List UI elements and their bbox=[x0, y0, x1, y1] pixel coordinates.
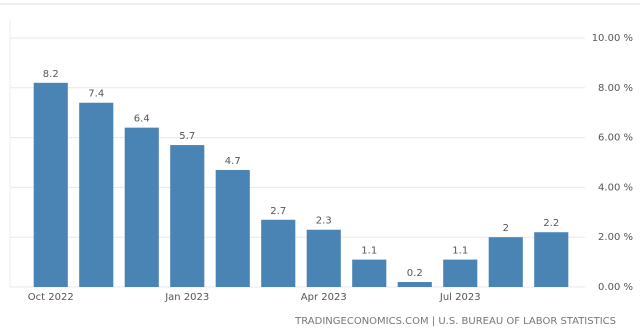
bar bbox=[488, 237, 523, 287]
data-label: 2.2 bbox=[543, 218, 559, 229]
bar bbox=[397, 282, 432, 287]
y-tick-label: 4.00 % bbox=[598, 182, 633, 193]
bar bbox=[261, 219, 296, 287]
x-tick-label: Oct 2022 bbox=[28, 292, 74, 303]
y-tick-label: 6.00 % bbox=[598, 133, 633, 144]
y-tick-label: 2.00 % bbox=[598, 232, 633, 243]
x-tick-label: Apr 2023 bbox=[301, 292, 347, 303]
bar bbox=[124, 127, 159, 287]
bar bbox=[352, 259, 387, 287]
bar bbox=[79, 102, 114, 288]
data-label: 2 bbox=[503, 223, 509, 234]
data-label: 2.3 bbox=[316, 216, 332, 227]
data-label: 8.2 bbox=[43, 69, 59, 80]
data-label: 0.2 bbox=[407, 268, 423, 279]
y-tick-label: 8.00 % bbox=[598, 83, 633, 94]
bar bbox=[170, 145, 205, 287]
data-label: 6.4 bbox=[134, 114, 150, 125]
y-tick-label: 10.00 % bbox=[592, 33, 633, 44]
bar bbox=[534, 232, 569, 287]
data-label: 1.1 bbox=[361, 246, 377, 257]
bar bbox=[306, 229, 341, 287]
bar bbox=[215, 169, 250, 287]
x-tick-label: Jan 2023 bbox=[164, 292, 209, 303]
data-label: 5.7 bbox=[179, 131, 195, 142]
y-tick-label: 0.00 % bbox=[598, 282, 633, 293]
data-label: 7.4 bbox=[88, 89, 104, 100]
data-label: 4.7 bbox=[225, 156, 241, 167]
x-tick-label: Jul 2023 bbox=[439, 292, 481, 303]
bar bbox=[443, 259, 478, 287]
bar bbox=[33, 82, 68, 287]
data-label: 1.1 bbox=[452, 246, 468, 257]
data-label: 2.7 bbox=[270, 206, 286, 217]
source-note: TRADINGECONOMICS.COM | U.S. BUREAU OF LA… bbox=[294, 316, 616, 327]
